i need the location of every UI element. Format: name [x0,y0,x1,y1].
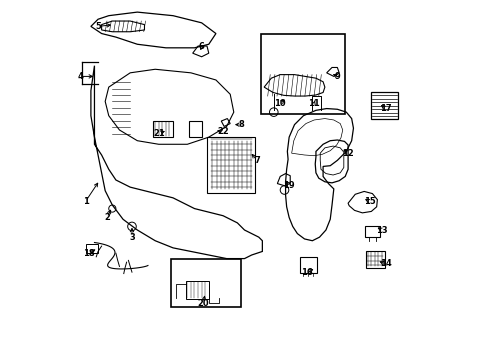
Text: 7: 7 [254,156,259,165]
Text: 16: 16 [301,268,312,277]
Text: 12: 12 [342,149,353,158]
Bar [299,257,316,273]
Text: 9: 9 [334,72,340,81]
Bar [185,282,208,298]
Text: 19: 19 [283,181,294,190]
Text: 15: 15 [363,197,375,206]
Bar [153,121,173,137]
Text: 8: 8 [238,120,244,129]
Bar [206,137,255,193]
Text: 5: 5 [95,22,101,31]
Text: 1: 1 [82,197,88,206]
Text: 13: 13 [375,225,387,234]
Text: 6: 6 [198,41,204,50]
Text: 18: 18 [83,249,95,258]
Text: 17: 17 [379,104,390,113]
Bar [189,121,201,137]
Bar [365,226,380,237]
Bar [85,244,98,253]
Bar [171,258,241,307]
Text: 10: 10 [274,99,285,108]
Text: 14: 14 [379,260,391,269]
Bar [370,93,397,119]
Bar [260,33,344,114]
Text: 2: 2 [104,213,110,222]
Text: 20: 20 [197,299,209,308]
Bar [365,251,384,267]
Text: 21: 21 [153,129,164,138]
Text: 4: 4 [77,72,83,81]
Text: 11: 11 [307,99,319,108]
Text: 22: 22 [217,127,228,136]
Text: 3: 3 [129,233,135,242]
